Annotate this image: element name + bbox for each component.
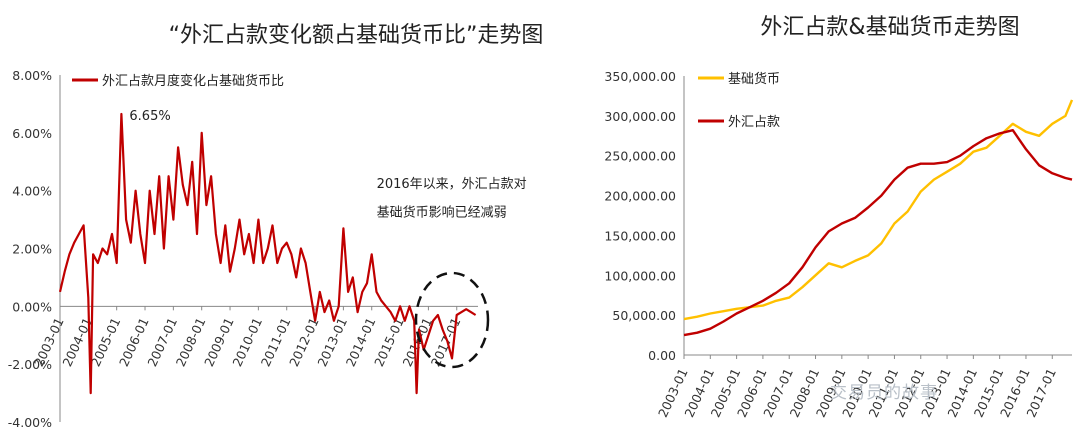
y-tick-label: 0.00 [648,348,676,363]
y-tick-label: 350,000.00 [604,69,676,84]
y-tick-label: 2.00% [12,242,52,257]
y-tick-label: 6.00% [12,126,52,141]
legend-label-fx: 外汇占款 [728,115,780,130]
chart-title: 外汇占款&基础货币走势图 [760,15,1019,40]
y-tick-label: 200,000.00 [604,189,676,204]
series-line-1 [683,128,1073,337]
y-tick-label: 8.00% [12,68,52,83]
note-line-1: 2016年以来，外汇占款对 [377,177,527,192]
peak-annotation: 6.65% [129,109,170,124]
plot-area [58,112,477,395]
legend: 外汇占款月度变化占基础货币比 [72,73,284,89]
y-tick-label: 300,000.00 [604,109,676,124]
legend: 基础货币 外汇占款 [698,71,780,130]
chart-title: “外汇占款变化额占基础货币比”走势图 [169,23,544,48]
note-line-2: 基础货币影响已经减弱 [377,205,507,221]
y-tick-label: 100,000.00 [604,268,676,283]
highlight-circle [414,271,490,369]
y-tick-label: -2.00% [8,357,52,372]
series-line-0 [58,112,477,395]
y-tick-label: 4.00% [12,184,52,199]
y-tick-label: -4.00% [8,415,52,430]
y-tick-label: 0.00% [12,299,52,314]
y-tick-label: 250,000.00 [604,149,676,164]
y-tick-label: 150,000.00 [604,228,676,243]
legend-label: 外汇占款月度变化占基础货币比 [102,73,284,89]
plot-area [683,99,1074,337]
y-tick-label: 50,000.00 [612,308,676,323]
axes: 0.00 50,000.00 100,000.00 150,000.00 200,000… [604,69,1072,420]
legend-label-base-money: 基础货币 [728,71,780,87]
watermark: 交易员的故事 [830,383,938,403]
fx-vs-base-money-chart: 外汇占款&基础货币走势图 0.00 50,000.00 100,000.00 150,… [604,15,1074,420]
fx-ratio-chart: “外汇占款变化额占基础货币比”走势图 -4.00% -2.00% 0.00% 2.00… [8,23,544,430]
